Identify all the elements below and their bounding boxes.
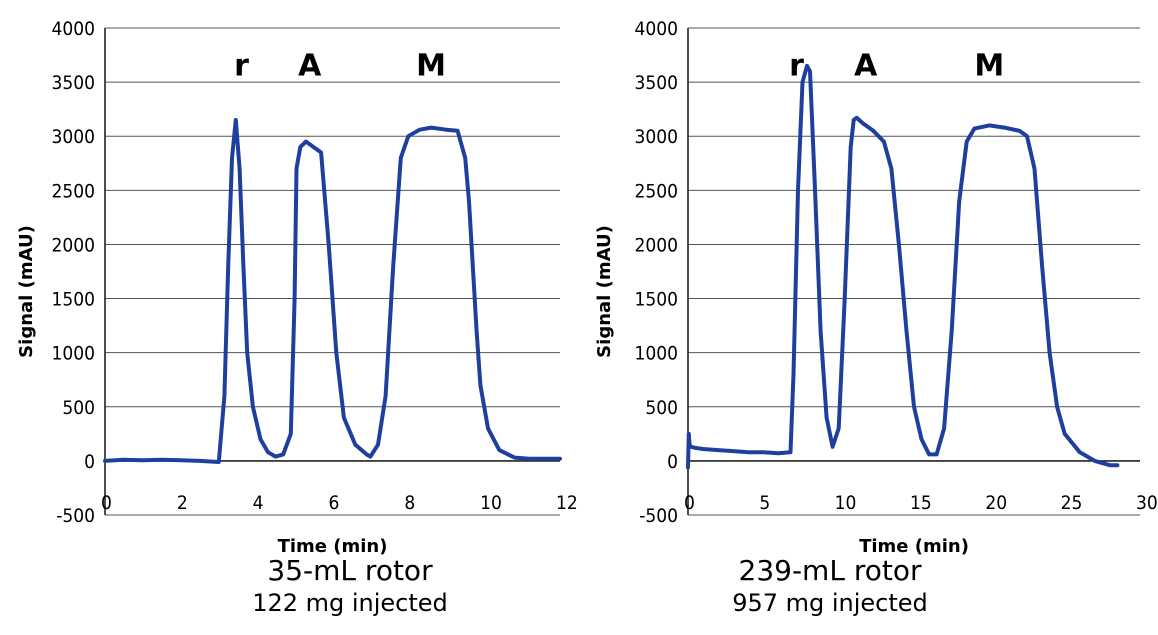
x-tick-label: 25 [1061,492,1083,514]
y-tick-label: 2500 [52,180,96,202]
y-tick-label: 2000 [52,234,96,256]
y-tick-label: 2500 [635,180,679,202]
y-tick-label: 0 [84,451,95,473]
y-tick-label: 500 [645,397,678,419]
x-tick-label: 15 [910,492,932,514]
caption-35ml: 35-mL rotor 122 mg injected [140,554,560,618]
y-tick-label: 1000 [635,343,679,365]
x-tick-label: 5 [759,492,770,514]
y-tick-label: 4000 [52,18,96,40]
peak-label: M [416,49,446,84]
peak-label: r [789,49,804,84]
x-tick-label: 12 [556,492,578,514]
peak-label: r [234,49,249,84]
series-line [686,63,1120,470]
x-tick-label: 8 [404,492,415,514]
caption-title: 35-mL rotor [267,554,433,587]
series-line [103,118,562,464]
y-tick-label: 4000 [635,18,679,40]
caption-239ml: 239-mL rotor 957 mg injected [620,554,1040,618]
y-tick-label: 3000 [52,126,96,148]
y-tick-label: 1000 [52,343,96,365]
y-tick-label: 2000 [635,234,679,256]
chart-239ml: -500 0 500 1000 1500 2000 2500 3000 3500 4000 0 5 10… [594,18,1158,557]
caption-subtitle: 122 mg injected [252,589,448,617]
x-tick-label: 20 [985,492,1007,514]
y-tick-label: 3500 [52,72,96,94]
y-tick-label: 1500 [635,289,679,311]
caption-title: 239-mL rotor [738,554,922,587]
peak-label: A [854,49,878,84]
peak-label: A [298,49,322,84]
x-tick-label: 6 [329,492,340,514]
x-tick-label: 0 [101,492,112,514]
x-tick-label: 10 [480,492,502,514]
x-axis-title: Time (min) [278,536,388,557]
x-tick-label: 30 [1136,492,1158,514]
caption-subtitle: 957 mg injected [732,589,928,617]
x-tick-label: 4 [253,492,264,514]
x-tick-label: 2 [177,492,188,514]
x-axis-title: Time (min) [859,536,969,557]
x-tick-label: 10 [835,492,857,514]
y-tick-label: 3000 [635,126,679,148]
peak-label: M [974,49,1004,84]
y-tick-label: 1500 [52,289,96,311]
y-tick-label: -500 [56,505,95,527]
y-tick-label: 3500 [635,72,679,94]
y-tick-label: -500 [639,505,678,527]
y-tick-label: 0 [667,451,678,473]
chart-35ml: -500 0 500 1000 1500 2000 2500 3000 3500 4000 0 2 4 6… [16,18,578,557]
y-tick-label: 500 [62,397,95,419]
y-axis-title: Signal (mAU) [594,225,615,358]
y-axis-title: Signal (mAU) [16,225,37,358]
x-tick-label: 0 [684,492,695,514]
